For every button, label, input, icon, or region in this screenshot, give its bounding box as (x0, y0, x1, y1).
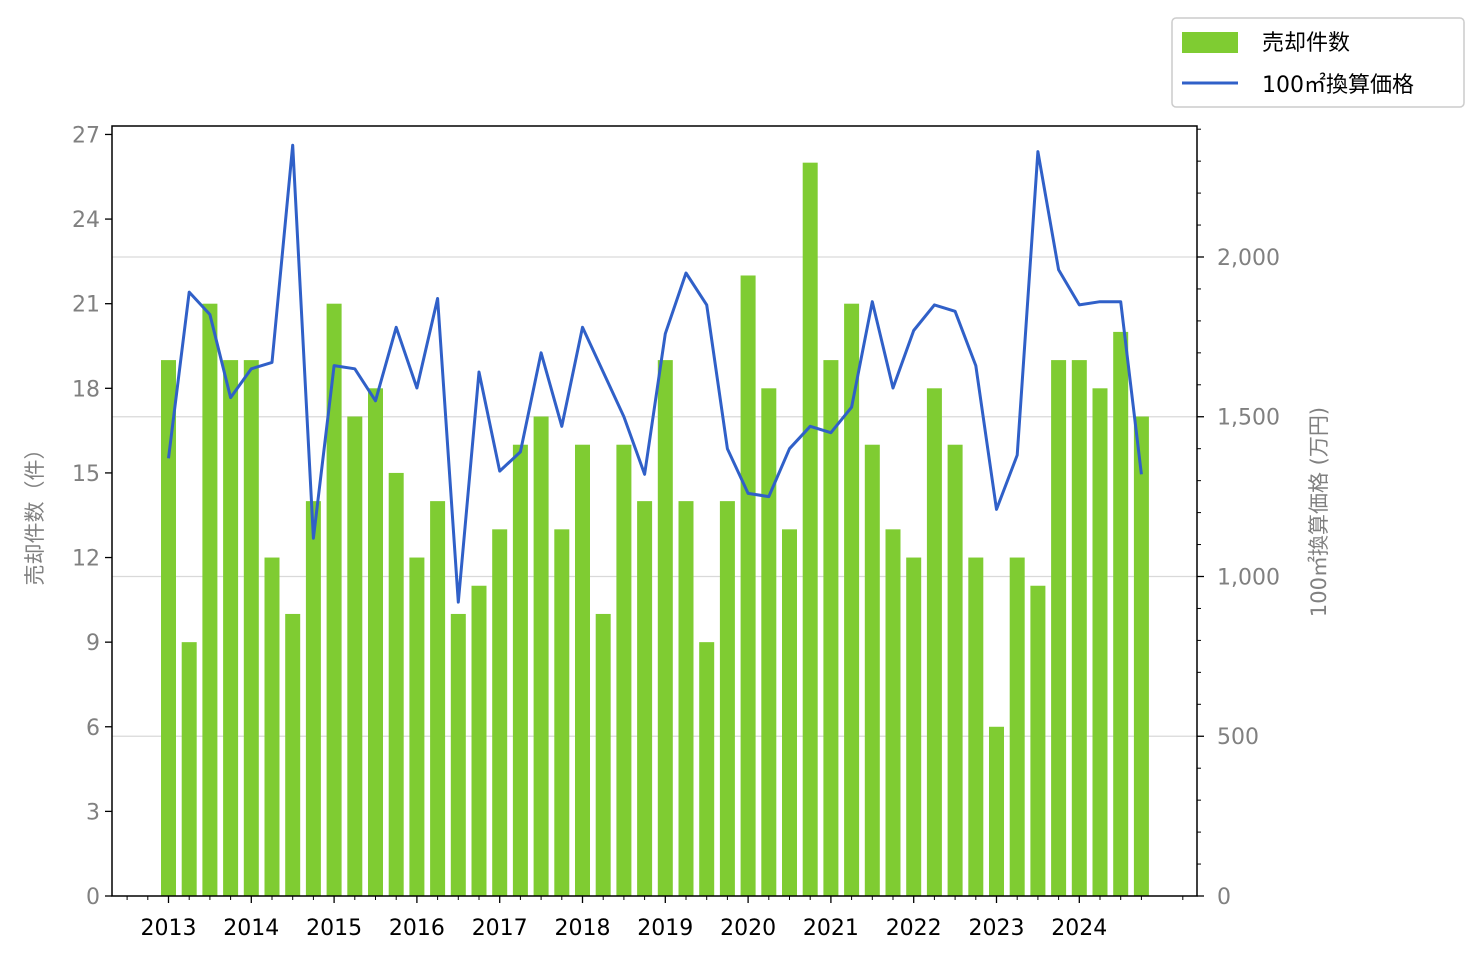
bar (864, 444, 880, 896)
bar (906, 557, 922, 896)
bar (947, 444, 963, 896)
plot-border (111, 125, 1198, 897)
x-axis: 2013 2014 2015 2016 2017 2018 2019 2020 2021 2022… (126, 896, 1184, 941)
left-tick-label: 21 (72, 293, 100, 318)
legend-bar-swatch (1182, 32, 1238, 53)
bar (740, 275, 756, 896)
left-tick-label: 12 (72, 547, 100, 572)
bar (802, 162, 818, 896)
bar (1071, 360, 1087, 897)
x-tick-label: 2020 (720, 916, 776, 941)
bar (533, 416, 549, 896)
bar (223, 360, 239, 897)
bar (782, 529, 797, 896)
bar (161, 360, 176, 897)
left-tick-label: 15 (72, 462, 100, 487)
bar (885, 529, 901, 896)
bar (285, 613, 301, 896)
left-tick-label: 0 (86, 885, 100, 910)
bar (347, 416, 363, 896)
line-series (167, 143, 1143, 604)
bar (264, 557, 280, 896)
bar (761, 388, 777, 896)
right-axis: 0 500 1,000 1,500 2,000 (1197, 128, 1280, 910)
bar (1030, 585, 1046, 896)
x-tick-label: 2024 (1051, 916, 1107, 941)
x-tick-label: 2023 (969, 916, 1025, 941)
bar (1092, 388, 1108, 896)
bar (202, 303, 218, 896)
x-tick-label: 2016 (389, 916, 445, 941)
left-tick-label: 27 (72, 123, 100, 148)
bar (657, 360, 673, 897)
left-tick-label: 24 (72, 208, 100, 233)
x-tick-label: 2019 (637, 916, 693, 941)
bar (1113, 331, 1129, 896)
x-tick-label: 2013 (141, 916, 197, 941)
bar (512, 444, 528, 896)
x-tick-label: 2022 (886, 916, 942, 941)
bar (926, 388, 942, 896)
bar (823, 360, 839, 897)
bar-series (161, 162, 1149, 897)
right-tick-label: 500 (1217, 725, 1259, 750)
bar (326, 303, 342, 896)
bar (637, 501, 653, 896)
price-line (167, 143, 1143, 604)
bar (968, 557, 984, 896)
legend: 売却件数 100㎡換算価格 (1171, 17, 1465, 108)
right-axis-title: 100㎡換算価格 (万円) (1307, 407, 1331, 617)
left-tick-label: 3 (86, 800, 100, 825)
x-tick-label: 2021 (803, 916, 859, 941)
plot-frame (111, 125, 1198, 897)
bar (678, 501, 694, 896)
right-tick-label: 0 (1217, 885, 1231, 910)
bar (305, 501, 321, 896)
x-tick-label: 2017 (472, 916, 528, 941)
right-tick-label: 2,000 (1217, 246, 1280, 271)
x-tick-label: 2014 (223, 916, 279, 941)
legend-line-label: 100㎡換算価格 (1262, 72, 1414, 98)
bar (1133, 416, 1149, 896)
bar (471, 585, 487, 896)
bar (450, 613, 466, 896)
bar (595, 613, 611, 896)
bar (243, 360, 259, 897)
bar (989, 726, 1004, 896)
bar (575, 444, 590, 896)
x-tick-label: 2018 (555, 916, 611, 941)
bar (554, 529, 570, 896)
bar (492, 529, 508, 896)
bar (409, 557, 425, 896)
bar (844, 303, 860, 896)
bar (699, 642, 715, 896)
bar (181, 642, 197, 896)
bar (388, 472, 404, 896)
bar (1051, 360, 1067, 897)
right-tick-label: 1,000 (1217, 565, 1280, 590)
legend-box (1171, 17, 1465, 108)
bar (430, 501, 446, 896)
left-axis: 0 3 6 9 12 15 18 21 24 27 (72, 123, 112, 910)
bar (368, 388, 383, 896)
left-tick-label: 6 (86, 716, 100, 741)
legend-bar-label: 売却件数 (1262, 31, 1350, 56)
bar (719, 501, 735, 896)
bar (1009, 557, 1025, 896)
left-tick-label: 18 (72, 377, 100, 402)
left-tick-label: 9 (86, 631, 100, 656)
bar (616, 444, 632, 896)
x-tick-label: 2015 (306, 916, 362, 941)
left-axis-title: 売却件数（件） (23, 439, 47, 586)
right-tick-label: 1,500 (1217, 406, 1280, 431)
